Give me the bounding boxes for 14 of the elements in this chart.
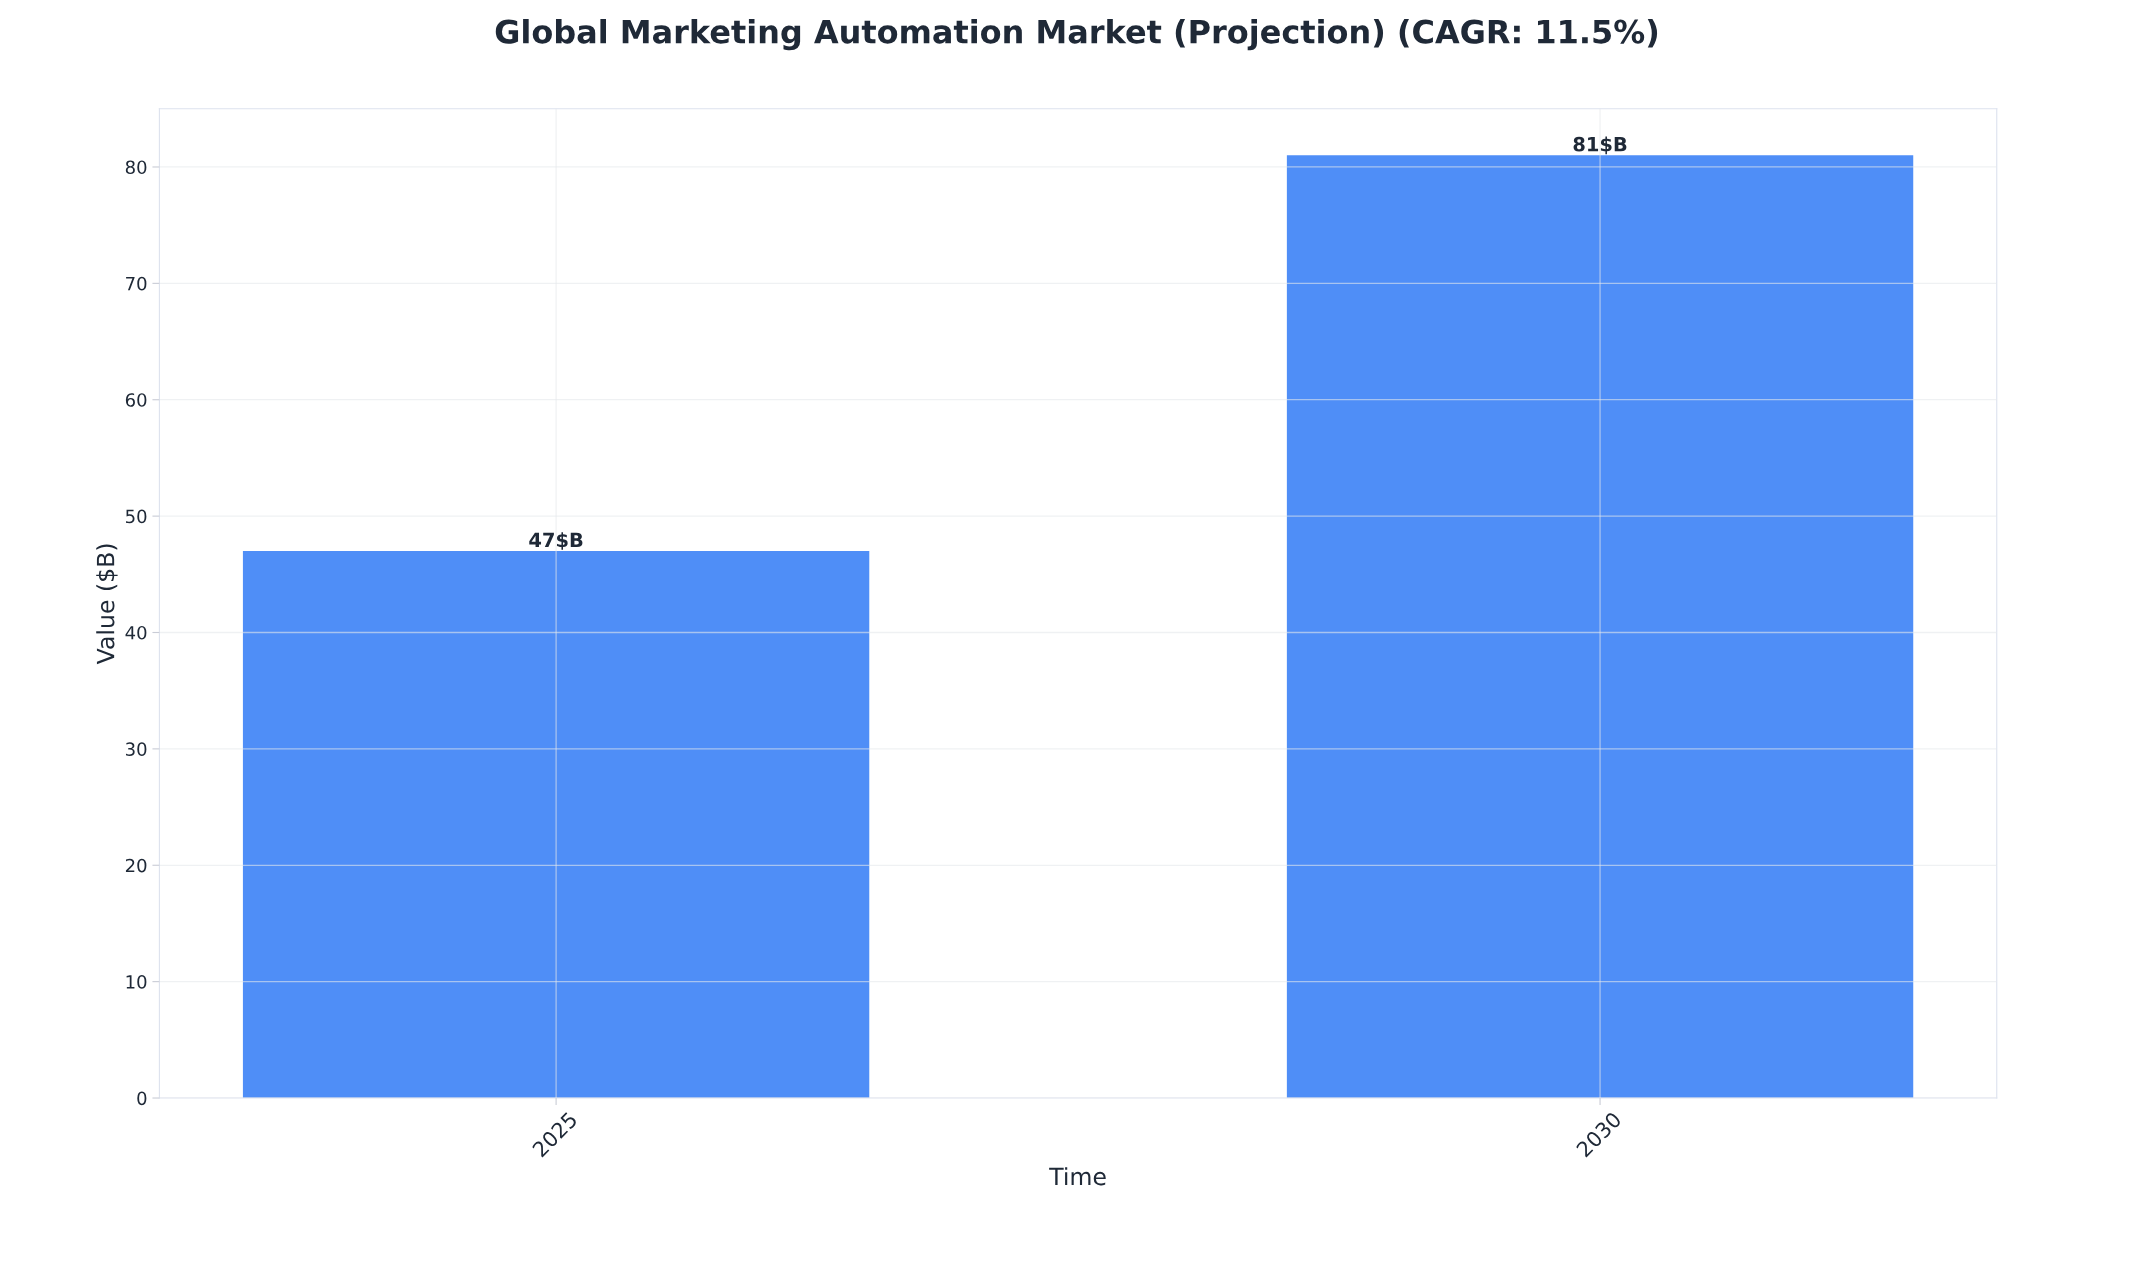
- data-label: 47$B: [529, 532, 583, 550]
- y-axis-title: Value ($B): [96, 544, 118, 665]
- data-label: 81$B: [1573, 136, 1627, 155]
- y-tick-label: 40: [125, 625, 147, 640]
- x-axis-title: Time: [1049, 1167, 1106, 1186]
- y-tick-label: 0: [137, 1091, 147, 1106]
- chart-title: Global Marketing Automation Market (Projection) (CAGR: 11.5%): [495, 18, 1658, 51]
- y-tick-label: 20: [125, 858, 147, 873]
- y-tick-label: 80: [125, 160, 147, 175]
- y-tick-label: 10: [126, 975, 147, 989]
- y-tick-label: 30: [125, 742, 147, 756]
- y-tick-label: 70: [126, 276, 147, 291]
- y-tick-label: 50: [126, 509, 147, 524]
- y-tick-label: 60: [125, 393, 147, 407]
